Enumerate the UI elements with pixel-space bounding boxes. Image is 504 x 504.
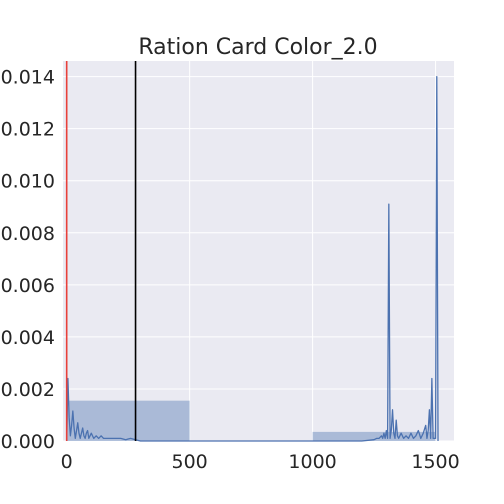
y-tick-label-5: 0.010: [1, 171, 55, 193]
density-curve-line: [66, 75, 439, 442]
x-tick-label-1: 500: [172, 451, 208, 473]
histogram-bar-0: [66, 400, 190, 441]
x-tick-label-2: 1000: [288, 451, 336, 473]
reference-lines: [65, 61, 137, 441]
x-tick-label-0: 0: [61, 451, 73, 473]
y-tick-label-7: 0.014: [1, 67, 55, 89]
y-tick-label-0: 0.000: [1, 431, 55, 453]
y-tick-label-1: 0.002: [1, 379, 55, 401]
chart-title: Ration Card Color_2.0: [138, 35, 377, 60]
y-axis-ticks: 0.000 0.002 0.004 0.006 0.008 0.010 0.012 0.014: [1, 67, 55, 453]
histogram-bars: [66, 400, 436, 441]
y-tick-label-3: 0.006: [1, 275, 55, 297]
histogram-bar-2: [312, 431, 436, 441]
y-tick-label-4: 0.008: [1, 223, 55, 245]
y-tick-label-2: 0.004: [1, 327, 55, 349]
density-curve: [66, 75, 439, 442]
y-tick-label-6: 0.012: [1, 119, 55, 141]
plot-area: [63, 61, 454, 441]
x-axis-ticks: 0 500 1000 1500: [61, 451, 460, 473]
x-tick-label-3: 1500: [411, 451, 459, 473]
